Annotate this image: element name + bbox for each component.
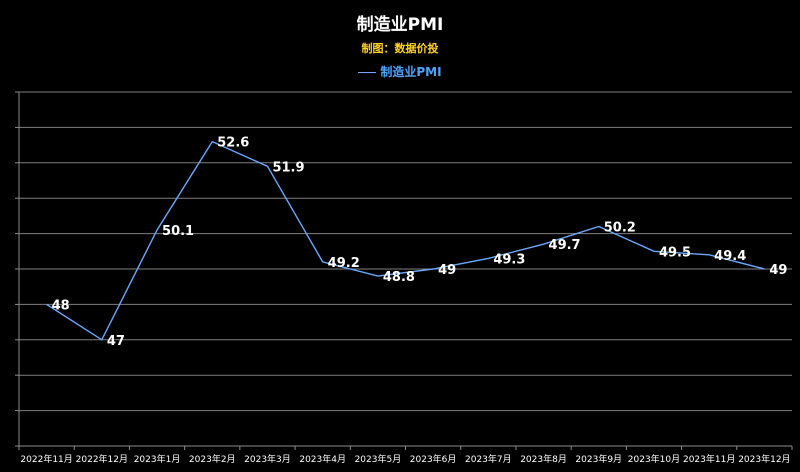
chart-legend: 制造业PMI: [0, 63, 800, 80]
series-line-manufacturing-pmi: [46, 140, 765, 341]
x-tick-label: 2023年4月: [299, 453, 346, 465]
data-label: 51.9: [272, 160, 304, 175]
data-label: 52.6: [217, 136, 249, 151]
chart-title: 制造业PMI: [356, 15, 444, 35]
data-label: 50.1: [162, 224, 194, 239]
data-label: 49: [438, 263, 456, 278]
data-label: 49.5: [659, 245, 691, 260]
x-tick-label: 2023年10月: [628, 453, 680, 465]
x-tick-label: 2023年9月: [575, 453, 622, 465]
x-tick-label: 2022年12月: [76, 453, 128, 465]
x-tick-label: 2023年2月: [189, 453, 236, 465]
x-tick-label: 2023年5月: [355, 453, 402, 465]
legend-line-swatch: [358, 72, 377, 73]
x-tick-label: 2023年1月: [134, 453, 181, 465]
data-label: 49.3: [493, 252, 525, 267]
x-tick-label: 2023年12月: [738, 453, 790, 465]
legend-label: 制造业PMI: [380, 65, 442, 79]
x-tick-label: 2022年11月: [20, 453, 72, 465]
x-tick-label: 2023年8月: [520, 453, 567, 465]
data-label: 49: [769, 263, 787, 278]
data-label: 50.2: [604, 221, 636, 236]
data-label: 49.4: [714, 249, 746, 264]
chart-subtitle: 制图：数据价投: [361, 42, 439, 55]
data-label: 49.7: [549, 238, 581, 253]
data-label: 48.8: [383, 270, 415, 285]
data-label: 47: [107, 334, 125, 349]
x-tick-label: 2023年7月: [465, 453, 512, 465]
data-label: 48: [52, 298, 70, 313]
x-tick-label: 2023年6月: [410, 453, 457, 465]
x-tick-label: 2023年11月: [683, 453, 735, 465]
data-label: 49.2: [328, 256, 360, 271]
x-tick-label: 2023年3月: [244, 453, 291, 465]
